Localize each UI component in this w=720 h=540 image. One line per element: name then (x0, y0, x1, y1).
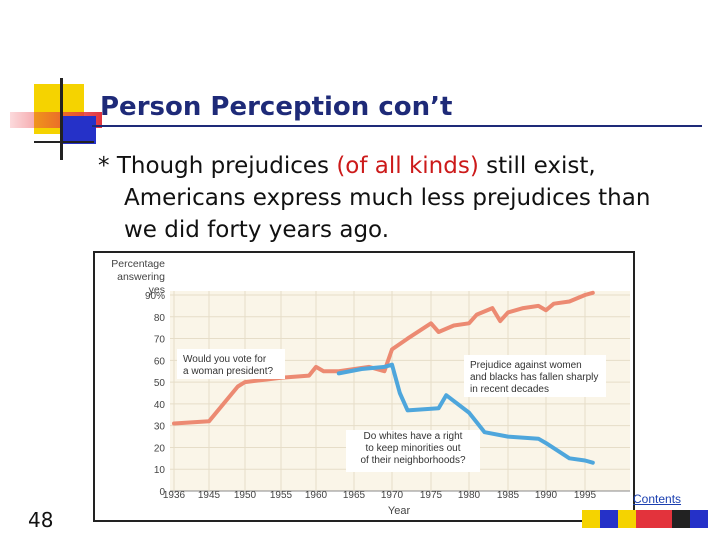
x-tick-4: 1960 (305, 490, 328, 501)
series-lines (172, 290, 595, 465)
footer-square-yellow (582, 510, 600, 528)
y-tick-labels: 0 10 20 30 40 50 60 70 80 90% (145, 291, 165, 498)
y-axis-label-line-0: Percentage (111, 258, 165, 270)
x-tick-labels: 1936 1945 1950 1955 1960 1965 1970 1975 1980 1985… (163, 490, 597, 501)
decor-blue-square (62, 116, 96, 144)
label-woman-president: Would you vote for a woman president? (177, 349, 285, 379)
y-tick-7: 70 (154, 335, 166, 346)
x-tick-5: 1965 (343, 490, 366, 501)
y-tick-6: 60 (154, 356, 166, 367)
y-tick-8: 80 (154, 313, 166, 324)
y-tick-5: 50 (154, 378, 166, 389)
x-tick-6: 1970 (381, 490, 404, 501)
x-tick-7: 1975 (420, 490, 443, 501)
chart-annotation-line-1: and blacks has fallen sharply (470, 372, 598, 383)
bullet-line-2: Americans express much less prejudices t… (124, 185, 651, 211)
y-tick-3: 30 (154, 422, 166, 433)
series-label-whites-neighborhoods-line-0: Do whites have a right (364, 431, 463, 442)
footer-square-red (636, 510, 654, 528)
decor-horizontal-line (34, 141, 94, 143)
series-line-whites-neighborhoods (336, 362, 595, 465)
slide-number: 48 (28, 508, 54, 532)
bullet-text-after: still exist, (486, 153, 596, 179)
series-label-whites-neighborhoods: Do whites have a right to keep minorities… (360, 431, 466, 466)
bullet-text: * Though prejudices (of all kinds) still… (98, 150, 698, 246)
footer-square-black (672, 510, 690, 528)
footer-square-blue-2 (690, 510, 708, 528)
series-label-woman-president-line-1: a woman president? (183, 366, 273, 377)
chart-annotation-line-2: in recent decades (470, 384, 549, 395)
decor-vertical-line (60, 78, 63, 160)
y-tick-9: 90% (145, 291, 165, 302)
slide-title: Person Perception con’t (100, 92, 453, 122)
x-tick-2: 1950 (234, 490, 257, 501)
bullet-line-3: we did forty years ago. (124, 217, 390, 243)
x-tick-1: 1945 (198, 490, 221, 501)
chart-frame: 0 10 20 30 40 50 60 70 80 90% 1936 1945 1950 1955 196… (93, 251, 635, 522)
bullet-text-before: Though prejudices (116, 153, 330, 179)
annotation-box: Prejudice against women and blacks has fa… (464, 355, 606, 397)
bullet-highlight: (of all kinds) (336, 153, 479, 179)
x-tick-3: 1955 (270, 490, 293, 501)
title-underline (92, 125, 702, 127)
contents-link[interactable]: Contents (633, 492, 682, 506)
y-tick-1: 10 (154, 465, 166, 476)
y-axis-label-line-1: answering (117, 271, 165, 283)
label-whites-neighborhoods: Do whites have a right to keep minorities… (346, 430, 480, 472)
series-label-woman-president-line-0: Would you vote for (183, 354, 267, 365)
y-axis-label-line-2: yes (149, 284, 165, 296)
x-tick-8: 1980 (458, 490, 481, 501)
x-tick-11: 1995 (574, 490, 597, 501)
series-label-whites-neighborhoods-line-2: of their neighborhoods? (360, 455, 466, 466)
footer-square-red-2 (654, 510, 672, 528)
chart-annotation-line-0: Prejudice against women (470, 360, 582, 371)
series-label-woman-president: Would you vote for a woman president? (183, 354, 273, 377)
line-chart: 0 10 20 30 40 50 60 70 80 90% 1936 1945 1950 1955 196… (111, 258, 630, 517)
y-axis-label: Percentage answering yes (111, 258, 165, 296)
series-line-woman-president (172, 290, 595, 426)
x-tick-10: 1990 (535, 490, 558, 501)
series-label-whites-neighborhoods-line-1: to keep minorities out (365, 443, 460, 454)
x-tick-9: 1985 (497, 490, 520, 501)
x-axis-label: Year (388, 505, 411, 517)
y-tick-2: 20 (154, 443, 166, 454)
bullet-line-1: * Though prejudices (of all kinds) still… (98, 150, 698, 182)
x-tick-0: 1936 (163, 490, 186, 501)
bullet-marker: * (98, 153, 110, 179)
footer-square-yellow-2 (618, 510, 636, 528)
y-tick-0: 0 (159, 487, 165, 498)
y-tick-4: 40 (154, 400, 166, 411)
footer-square-blue (600, 510, 618, 528)
chart-annotation: Prejudice against women and blacks has fa… (470, 360, 598, 395)
